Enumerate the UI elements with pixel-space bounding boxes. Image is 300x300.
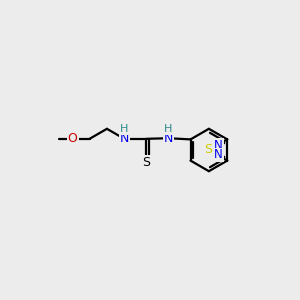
Text: N: N: [214, 139, 223, 152]
Text: S: S: [142, 157, 150, 169]
Text: H: H: [164, 124, 172, 134]
Text: O: O: [68, 132, 77, 145]
Text: H: H: [120, 124, 128, 134]
Text: N: N: [164, 132, 173, 145]
Text: S: S: [204, 143, 212, 157]
Text: N: N: [120, 132, 129, 145]
Text: N: N: [214, 148, 223, 161]
